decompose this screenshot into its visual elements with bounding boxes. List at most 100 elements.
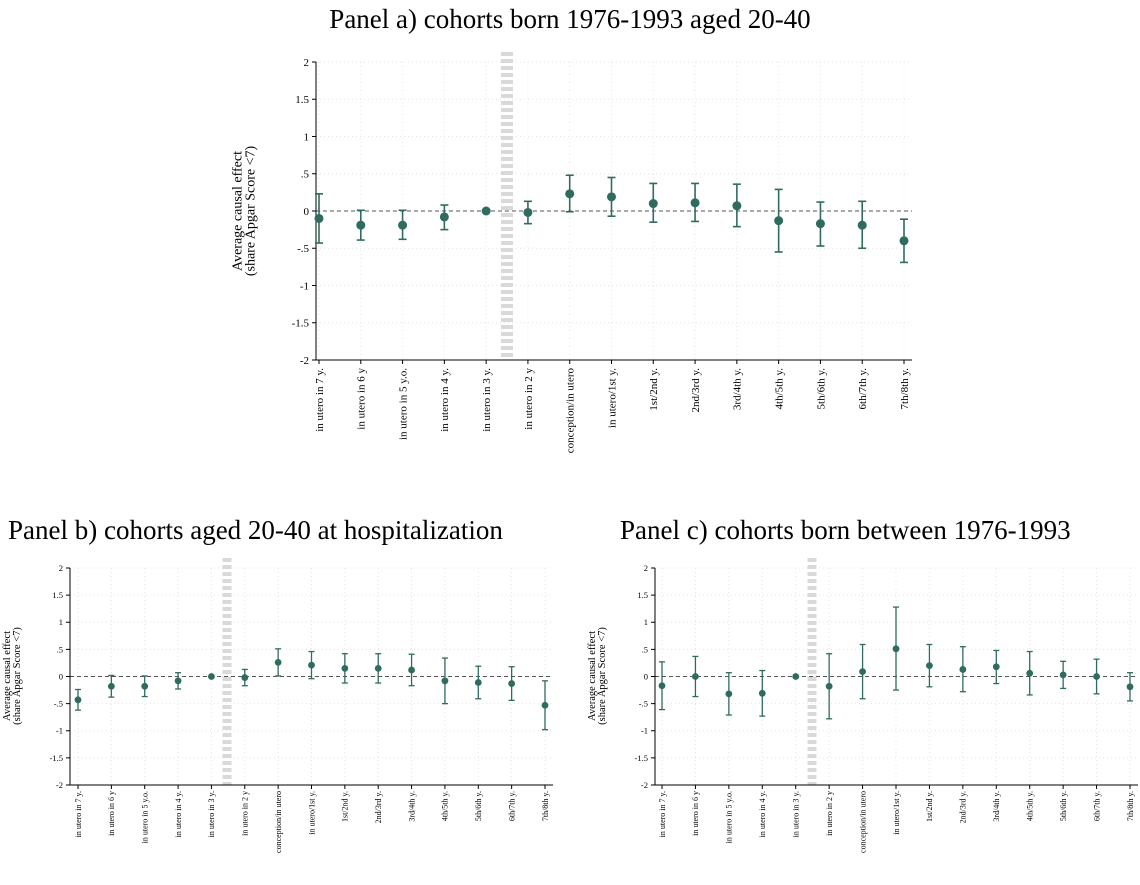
- y-tick-label: 2: [59, 563, 63, 573]
- x-tick-label: in utero/1st y.: [606, 368, 618, 428]
- point-estimate: [774, 216, 784, 226]
- x-tick-label: in utero in 6 y: [356, 368, 368, 430]
- y-tick-label: 1.5: [52, 590, 63, 600]
- x-tick-label: in utero in 4 y.: [758, 791, 767, 837]
- point-estimate: [792, 673, 800, 680]
- point-estimate: [732, 201, 742, 211]
- y-tick-label: -1: [300, 280, 309, 292]
- y-tick-label: 1: [59, 617, 63, 627]
- point-estimate: [441, 677, 449, 685]
- x-tick-label: 1st/2nd y.: [341, 791, 350, 822]
- point-estimate: [174, 677, 182, 685]
- y-axis-title-line: Average causal effect: [587, 631, 598, 721]
- y-tick-label: 2: [304, 57, 310, 69]
- y-tick-label: .5: [301, 169, 310, 181]
- x-tick-label: in utero in 5 y.o.: [397, 368, 409, 440]
- point-estimate: [398, 220, 408, 230]
- y-tick-label: 1.5: [295, 94, 309, 106]
- x-tick-label: in utero in 3 y.: [481, 368, 493, 432]
- point-estimate: [992, 663, 1000, 671]
- y-axis-title-line: Average causal effect: [2, 631, 13, 721]
- x-tick-label: 3rd/4th y.: [407, 791, 416, 822]
- y-tick-label: -2: [56, 780, 63, 790]
- point-estimate: [692, 673, 699, 680]
- point-estimate: [481, 206, 491, 216]
- y-tick-label: -1.5: [292, 318, 310, 330]
- point-estimate: [959, 666, 967, 673]
- y-tick-label: 1: [644, 617, 648, 627]
- x-tick-label: in utero in 5 y.o.: [141, 791, 150, 843]
- x-tick-label: in utero in 7 y.: [658, 791, 667, 837]
- x-tick-label: 2nd/3rd y.: [959, 791, 968, 823]
- point-estimate: [374, 664, 382, 672]
- x-tick-label: conception/in utero: [274, 791, 283, 853]
- panel-c-title: Panel c) cohorts born between 1976-1993: [620, 515, 1071, 545]
- point-estimate: [658, 682, 666, 690]
- y-tick-label: -.5: [54, 699, 63, 709]
- point-estimate: [690, 198, 700, 208]
- x-tick-label: in utero in 2 y: [523, 368, 535, 430]
- y-tick-label: -1.5: [635, 753, 648, 763]
- point-estimate: [1126, 683, 1134, 691]
- y-tick-label: 1: [304, 131, 310, 143]
- x-tick-label: 5th/6th y.: [815, 368, 827, 410]
- x-tick-label: 4th/5th y.: [441, 791, 450, 821]
- y-tick-label: -1.5: [50, 753, 63, 763]
- panel-a-title: Panel a) cohorts born 1976-1993 aged 20-…: [329, 4, 811, 34]
- x-tick-label: 6th/7th y.: [507, 791, 516, 821]
- x-tick-label: 7th/8th y.: [1126, 791, 1135, 821]
- point-estimate: [758, 689, 766, 697]
- point-estimate: [208, 673, 215, 680]
- x-tick-label: in utero in 3 y.: [792, 791, 801, 837]
- point-estimate: [857, 220, 867, 230]
- point-estimate: [274, 658, 282, 666]
- y-tick-label: -1: [641, 726, 648, 736]
- point-estimate: [141, 682, 149, 690]
- y-tick-label: .5: [642, 644, 648, 654]
- point-estimate: [523, 207, 533, 217]
- point-estimate: [725, 690, 733, 698]
- point-estimate: [439, 212, 449, 222]
- y-tick-label: 1.5: [637, 590, 648, 600]
- point-estimate: [892, 645, 900, 653]
- point-estimate: [241, 674, 249, 681]
- x-tick-label: in utero in 2 y: [825, 791, 834, 836]
- x-tick-label: conception/in utero: [565, 368, 577, 454]
- y-axis-title-line: (share Apgar Score <7): [244, 145, 259, 276]
- point-estimate: [859, 668, 866, 676]
- point-estimate: [341, 664, 349, 672]
- x-tick-label: 2nd/3rd y.: [374, 791, 383, 823]
- point-estimate: [607, 192, 616, 202]
- y-axis-title-line: (share Apgar Score <7): [12, 627, 23, 725]
- x-tick-label: in utero/1st y.: [892, 791, 901, 835]
- point-estimate: [356, 220, 366, 230]
- x-tick-label: in utero in 2 y: [241, 791, 250, 836]
- y-tick-label: -2: [300, 355, 309, 367]
- x-tick-label: 5th/6th y.: [1059, 791, 1068, 821]
- x-tick-label: 4th/5th y.: [773, 368, 785, 410]
- point-estimate: [541, 701, 549, 709]
- x-tick-label: 4th/5th y.: [1026, 791, 1035, 821]
- point-estimate: [825, 682, 833, 690]
- panel-b-title: Panel b) cohorts aged 20-40 at hospitali…: [8, 515, 503, 545]
- y-tick-label: 0: [644, 671, 648, 681]
- point-estimate: [648, 199, 658, 209]
- y-axis-title-line: Average causal effect: [231, 151, 246, 271]
- point-estimate: [1093, 673, 1100, 680]
- point-estimate: [926, 662, 933, 670]
- x-tick-label: 3rd/4th y.: [992, 791, 1001, 822]
- y-tick-label: -.5: [297, 243, 309, 255]
- x-tick-label: in utero in 6 y: [107, 791, 116, 836]
- x-tick-label: conception/in utero: [858, 791, 867, 853]
- x-tick-label: in utero in 7 y.: [314, 368, 326, 432]
- point-estimate: [308, 661, 315, 669]
- x-tick-label: 2nd/3rd y.: [690, 368, 702, 413]
- x-tick-label: 3rd/4th y.: [732, 368, 744, 410]
- x-tick-label: 1st/2nd y.: [648, 368, 660, 411]
- point-estimate: [1026, 669, 1034, 677]
- y-tick-label: -.5: [639, 699, 648, 709]
- x-tick-label: in utero in 4 y.: [174, 791, 183, 837]
